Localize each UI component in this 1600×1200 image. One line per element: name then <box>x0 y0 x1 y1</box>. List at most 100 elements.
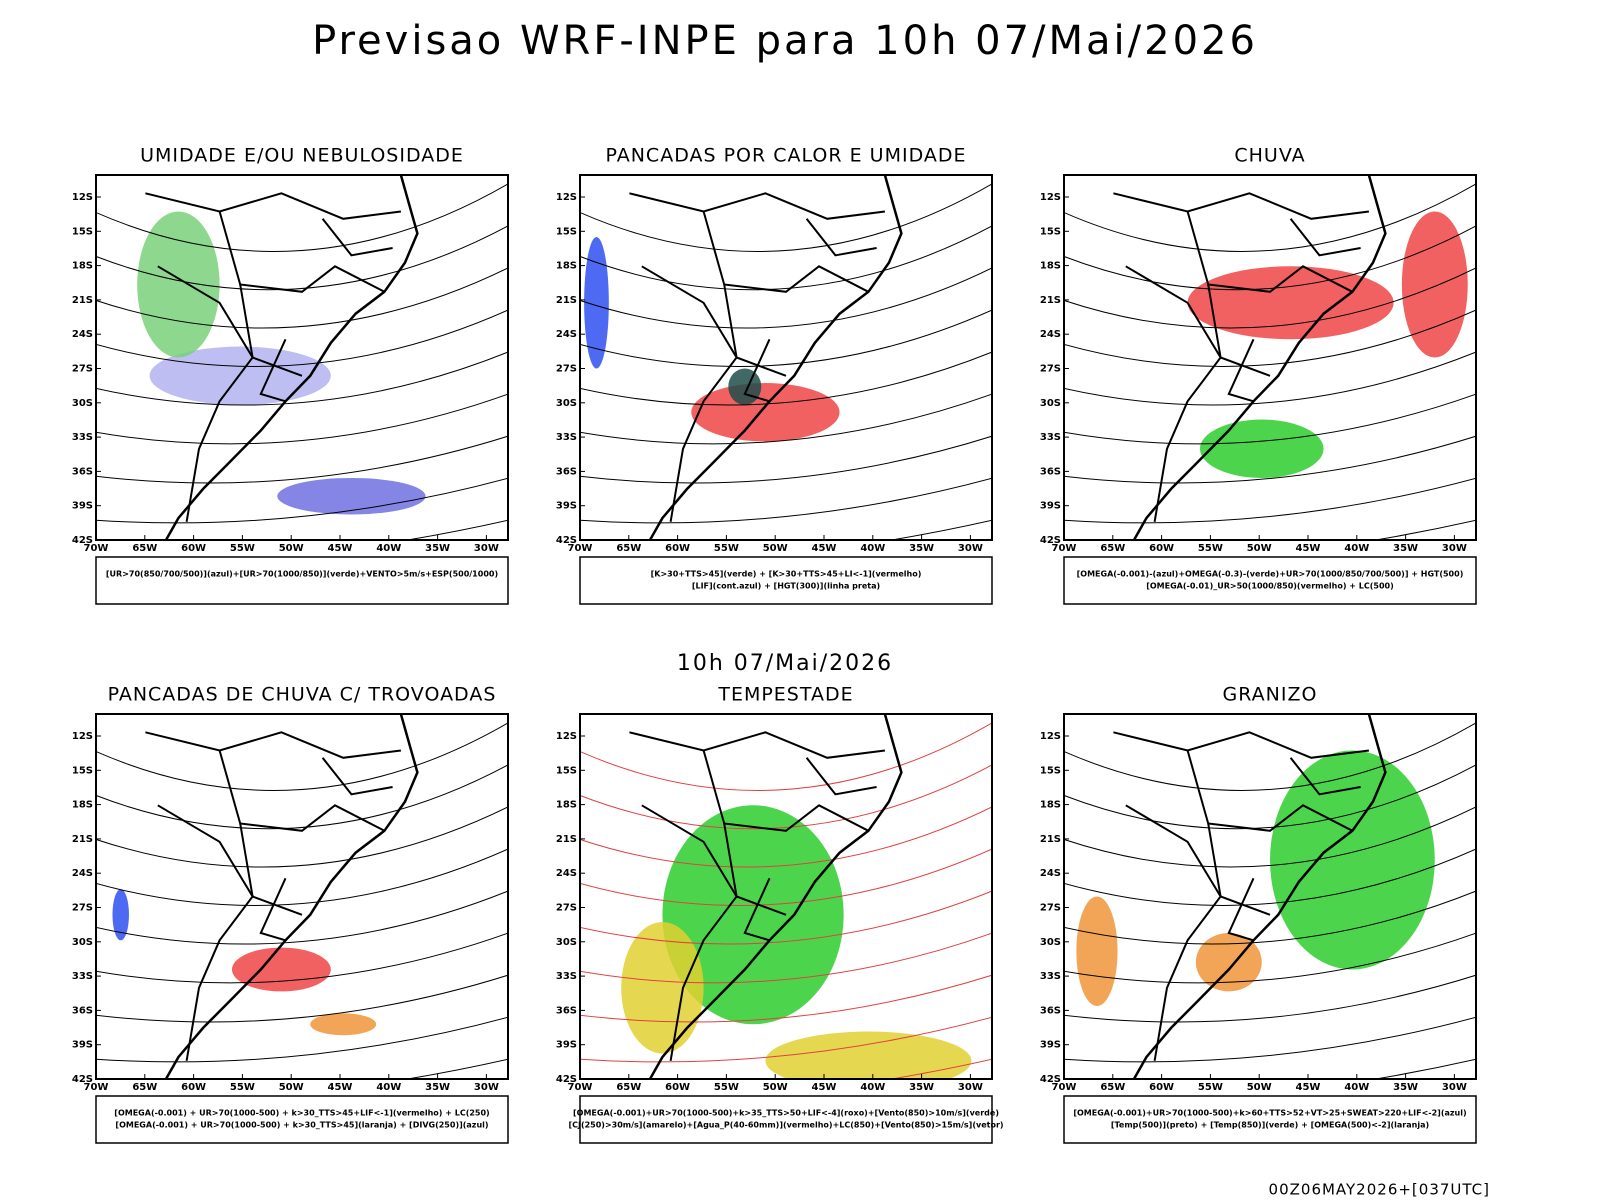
lon-label: 40W <box>860 543 885 554</box>
lat-label: 33S <box>72 971 93 982</box>
lon-label: 65W <box>616 1082 641 1093</box>
lon-label: 30W <box>958 543 983 554</box>
map-layers <box>96 175 508 540</box>
contour-line <box>96 1016 508 1063</box>
border <box>805 757 877 796</box>
lat-label: 21S <box>72 295 93 306</box>
lon-label: 45W <box>1296 543 1321 554</box>
contour-line <box>580 1016 992 1063</box>
lon-label: 55W <box>1198 543 1223 554</box>
border <box>1227 338 1255 403</box>
lon-label: 60W <box>665 1082 690 1093</box>
lat-label: 36S <box>72 466 93 477</box>
lon-label: 55W <box>230 1082 255 1093</box>
lon-label: 35W <box>425 1082 450 1093</box>
lat-label: 12S <box>1040 731 1061 742</box>
contour-line <box>580 932 992 984</box>
contour-line <box>96 477 508 524</box>
lat-label: 18S <box>1040 800 1061 811</box>
lat-label: 15S <box>1040 765 1061 776</box>
contour-line <box>580 764 992 830</box>
field-shade <box>1187 266 1394 340</box>
legend-text: [LIF](cont.azul) + [HGT(300)](linha pret… <box>692 582 880 591</box>
contour-line <box>888 519 992 540</box>
contour-line <box>580 806 992 868</box>
coastline <box>1132 714 1387 1079</box>
border <box>743 338 771 403</box>
lat-label: 39S <box>556 1040 577 1051</box>
lon-label: 40W <box>376 543 401 554</box>
lat-label: 15S <box>1040 226 1061 237</box>
lon-label: 30W <box>958 1082 983 1093</box>
field-shade <box>277 477 426 515</box>
lon-label: 45W <box>812 1082 837 1093</box>
map-panel: PANCADAS POR CALOR E UMIDADE 12S 15S 18S 21S… <box>556 145 993 605</box>
coastline <box>648 714 903 1079</box>
lon-label: 60W <box>181 543 206 554</box>
lat-label: 27S <box>72 903 93 914</box>
legend-box <box>95 1095 509 1144</box>
field-shade <box>1199 419 1324 478</box>
border <box>1289 218 1361 257</box>
border <box>145 731 402 759</box>
map-frame <box>1063 174 1477 541</box>
border <box>1125 265 1222 522</box>
contour-line <box>1064 722 1476 791</box>
border <box>641 265 738 522</box>
contour-line <box>580 225 992 291</box>
lon-label: 60W <box>1149 543 1174 554</box>
panel-title: GRANIZO <box>1223 684 1318 706</box>
legend-text: [OMEGA(-0.001)+UR>70(1000-500)+k>35_TTS>… <box>573 1109 999 1118</box>
contour-line <box>96 225 508 291</box>
contour-line <box>1064 806 1476 868</box>
contour-line <box>580 974 992 1023</box>
contour-line <box>96 722 508 791</box>
contour-line <box>1064 351 1476 406</box>
border <box>1113 192 1370 220</box>
contour-line <box>96 351 508 406</box>
lon-label: 70W <box>1052 543 1077 554</box>
field-shade <box>1195 933 1262 992</box>
lon-label: 50W <box>1247 1082 1272 1093</box>
lon-label: 50W <box>1247 543 1272 554</box>
lat-label: 21S <box>72 834 93 845</box>
lat-label: 33S <box>556 971 577 982</box>
border <box>702 211 869 293</box>
lat-label: 24S <box>72 329 93 340</box>
panel-title: PANCADAS DE CHUVA C/ TROVOADAS <box>108 684 497 706</box>
contour-line <box>96 267 508 329</box>
border <box>157 265 254 522</box>
coastline <box>164 175 419 540</box>
contour-line <box>96 393 508 445</box>
lon-label: 60W <box>1149 1082 1174 1093</box>
lat-label: 30S <box>1040 398 1061 409</box>
lat-label: 27S <box>1040 364 1061 375</box>
contour-line <box>1372 1058 1476 1079</box>
field-shade <box>621 922 704 1054</box>
legend-text: [CJ(250)>30m/s](amarelo)+[Agua_P(40-60mm… <box>568 1121 1003 1130</box>
field-shade <box>137 211 220 358</box>
lat-label: 33S <box>1040 432 1061 443</box>
contour-line <box>1064 393 1476 445</box>
lat-label: 12S <box>1040 192 1061 203</box>
lon-label: 70W <box>84 1082 109 1093</box>
border <box>1227 877 1255 942</box>
map-panel: GRANIZO 12S 15S 18S 21S 24S 27S 30S 33S 36S 39S 42S… <box>1040 684 1477 1144</box>
field-shade <box>691 383 840 442</box>
lat-label: 39S <box>556 501 577 512</box>
lat-label: 12S <box>72 731 93 742</box>
coastline <box>1132 175 1387 540</box>
map-layers <box>96 714 508 1079</box>
contour-line <box>96 848 508 906</box>
lon-label: 45W <box>812 543 837 554</box>
lon-label: 35W <box>425 543 450 554</box>
page-title: Previsao WRF-INPE para 10h 07/Mai/2026 <box>312 18 1258 64</box>
border <box>1186 211 1353 293</box>
map-frame <box>1063 713 1477 1080</box>
lat-label: 21S <box>1040 295 1061 306</box>
map-frame <box>579 713 993 1080</box>
contour-line <box>404 1058 508 1079</box>
contour-line <box>96 890 508 945</box>
contour-line <box>1064 267 1476 329</box>
contour-line <box>1064 932 1476 984</box>
